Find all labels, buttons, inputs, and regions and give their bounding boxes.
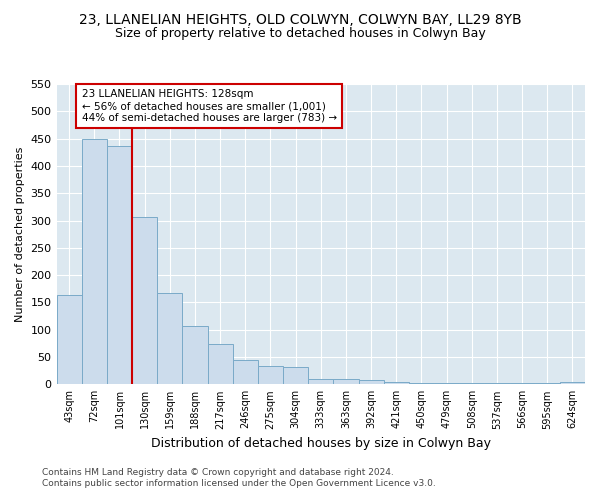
Text: Size of property relative to detached houses in Colwyn Bay: Size of property relative to detached ho… bbox=[115, 28, 485, 40]
Bar bbox=[459, 383, 484, 384]
Bar bbox=[182, 326, 208, 384]
Bar bbox=[484, 383, 509, 384]
Bar bbox=[560, 382, 585, 384]
Bar bbox=[535, 383, 560, 384]
Bar bbox=[132, 216, 157, 384]
X-axis label: Distribution of detached houses by size in Colwyn Bay: Distribution of detached houses by size … bbox=[151, 437, 491, 450]
Bar bbox=[157, 293, 182, 384]
Bar bbox=[409, 383, 434, 384]
Bar bbox=[233, 360, 258, 384]
Bar bbox=[359, 380, 383, 384]
Bar bbox=[334, 379, 359, 384]
Bar bbox=[208, 344, 233, 385]
Bar bbox=[107, 146, 132, 384]
Text: Contains HM Land Registry data © Crown copyright and database right 2024.
Contai: Contains HM Land Registry data © Crown c… bbox=[42, 468, 436, 487]
Bar bbox=[82, 138, 107, 384]
Bar bbox=[308, 379, 334, 384]
Bar bbox=[258, 366, 283, 384]
Bar bbox=[383, 382, 409, 384]
Bar bbox=[283, 367, 308, 384]
Text: 23, LLANELIAN HEIGHTS, OLD COLWYN, COLWYN BAY, LL29 8YB: 23, LLANELIAN HEIGHTS, OLD COLWYN, COLWY… bbox=[79, 12, 521, 26]
Text: 23 LLANELIAN HEIGHTS: 128sqm
← 56% of detached houses are smaller (1,001)
44% of: 23 LLANELIAN HEIGHTS: 128sqm ← 56% of de… bbox=[82, 90, 337, 122]
Bar bbox=[434, 383, 459, 384]
Y-axis label: Number of detached properties: Number of detached properties bbox=[15, 146, 25, 322]
Bar bbox=[56, 296, 82, 384]
Bar bbox=[509, 383, 535, 384]
